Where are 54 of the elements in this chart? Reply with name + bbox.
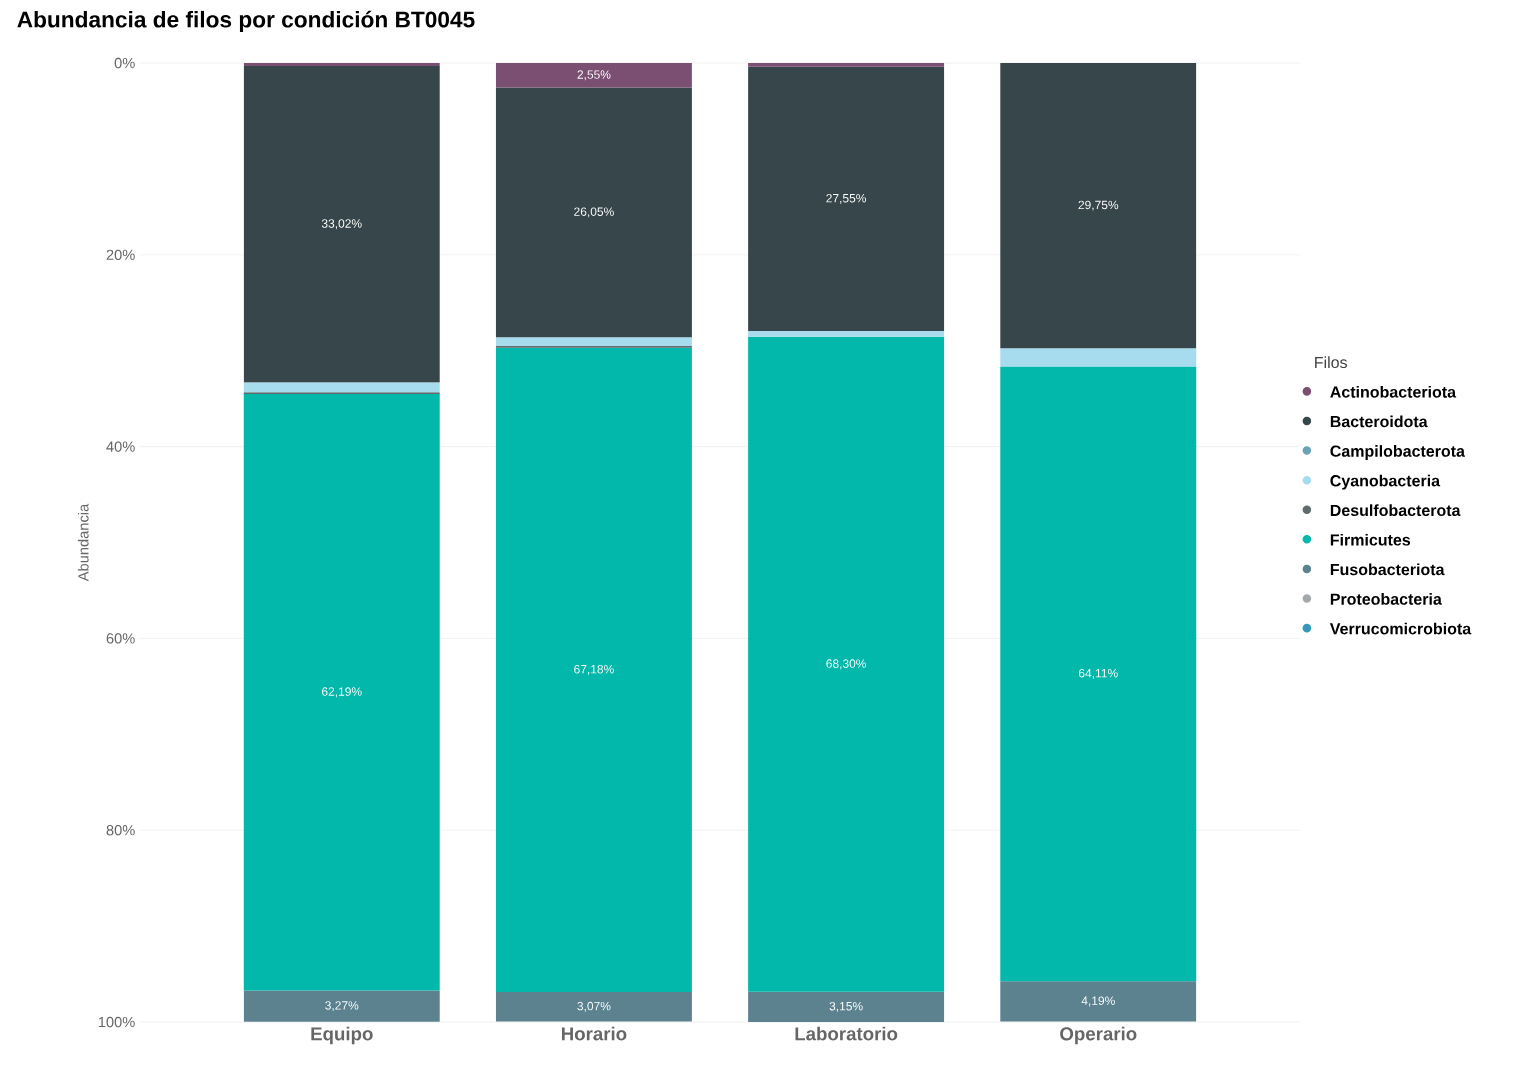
- y-tick-label: 40%: [106, 441, 135, 452]
- bar: [748, 331, 945, 337]
- data-label: 67,18%: [574, 664, 614, 675]
- legend-label: Proteobacteria: [1330, 593, 1442, 605]
- data-label: 62,19%: [322, 687, 362, 698]
- legend-label: Firmicutes: [1330, 533, 1411, 546]
- legend-label: Desulfobacterota: [1330, 504, 1461, 517]
- bar: [243, 382, 440, 393]
- data-label: 29,75%: [1078, 200, 1119, 211]
- y-tick-label: 60%: [106, 633, 135, 644]
- data-label: 3,07%: [577, 1001, 611, 1012]
- data-label: 4,19%: [1081, 996, 1115, 1007]
- data-label: 68,30%: [826, 659, 867, 670]
- x-tick-label: Operario: [1060, 1026, 1137, 1045]
- y-tick-label: 20%: [106, 249, 135, 261]
- bar: [748, 336, 945, 992]
- bar: [243, 394, 440, 991]
- bar: [748, 991, 945, 1023]
- data-label: 3,15%: [829, 1001, 863, 1012]
- legend-label: Campilobacterota: [1330, 445, 1466, 461]
- bar: [243, 990, 440, 1022]
- y-tick-label: 0%: [114, 57, 135, 69]
- bar: [1000, 981, 1197, 1022]
- y-axis-title: Abundancia: [77, 503, 89, 582]
- data-label: 3,27%: [325, 1001, 359, 1012]
- x-tick-label: Laboratorio: [795, 1026, 898, 1041]
- legend-label: Fusobacteriota: [1330, 563, 1445, 576]
- legend-title: Filos: [1315, 356, 1347, 369]
- bar: [748, 63, 945, 67]
- bar: [495, 347, 692, 993]
- x-tick-label: Equipo: [311, 1026, 373, 1045]
- data-label: 2,55%: [577, 70, 611, 81]
- legend-label: Verrucomicrobiota: [1329, 622, 1472, 635]
- bar: [495, 87, 692, 338]
- bar: [495, 63, 692, 88]
- bar: [1000, 63, 1197, 349]
- y-tick-label: 100%: [98, 1016, 135, 1028]
- bar: [243, 63, 440, 66]
- legend-label: Actinobacteriota: [1330, 385, 1457, 398]
- bar: [243, 65, 440, 383]
- legend-label: Bacteroidota: [1330, 415, 1428, 428]
- bar: [1000, 348, 1197, 367]
- bar: [1000, 366, 1197, 982]
- bar: [495, 337, 692, 346]
- x-tick-label: Horario: [561, 1026, 627, 1041]
- y-tick-label: 80%: [106, 825, 135, 836]
- data-label: 64,11%: [1078, 668, 1118, 679]
- bar: [748, 66, 945, 332]
- data-label: 27,55%: [826, 193, 867, 204]
- data-label: 26,05%: [574, 207, 614, 218]
- data-label: 33,02%: [321, 219, 362, 230]
- chart-title: Abundancia de filos por condición BT0045: [17, 10, 475, 33]
- bar: [495, 992, 692, 1022]
- legend-label: Cyanobacteria: [1330, 474, 1441, 490]
